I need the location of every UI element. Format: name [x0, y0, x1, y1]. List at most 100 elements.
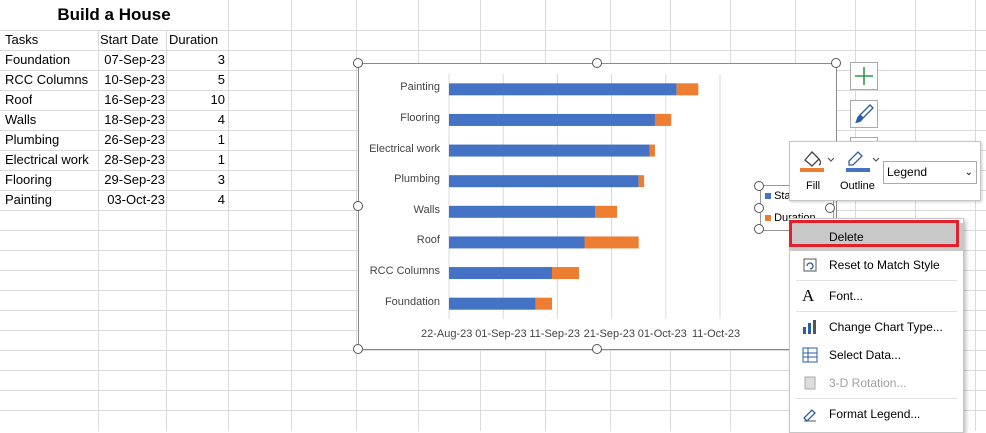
chart-elements-button[interactable] — [850, 62, 878, 90]
cell-duration[interactable]: 5 — [217, 72, 225, 87]
resize-handle[interactable] — [353, 344, 363, 354]
x-tick-label: 22-Aug-23 — [421, 328, 473, 340]
menu-item-font[interactable]: A Font... — [790, 282, 963, 310]
bar-duration[interactable] — [595, 205, 618, 218]
legend-handle[interactable] — [754, 181, 764, 191]
bar-duration[interactable] — [638, 175, 645, 188]
cell-task[interactable]: Electrical work — [5, 152, 89, 167]
y-category-label: Electrical work — [369, 142, 440, 155]
bar-duration[interactable] — [676, 83, 699, 96]
format-legend-icon — [803, 409, 816, 422]
fill-button[interactable]: Fill — [798, 148, 838, 196]
brush-icon — [855, 104, 874, 123]
legend-handle[interactable] — [754, 224, 764, 234]
cell-task[interactable]: RCC Columns — [5, 72, 89, 87]
cell-start[interactable]: 29-Sep-23 — [104, 172, 165, 187]
resize-handle[interactable] — [353, 58, 363, 68]
menu-item-change-chart-type[interactable]: Change Chart Type... — [790, 313, 963, 341]
legend-handle[interactable] — [825, 203, 835, 213]
cell-duration[interactable]: 1 — [217, 132, 225, 147]
cell-task[interactable]: Roof — [5, 92, 33, 107]
cell-duration[interactable]: 4 — [217, 112, 225, 127]
menu-item-label: Reset to Match Style — [829, 258, 940, 272]
context-menu: Delete Reset to Match Style A Font... Ch… — [789, 218, 964, 433]
header-start-date[interactable]: Start Date — [100, 32, 159, 47]
bar-duration[interactable] — [535, 297, 552, 310]
y-category-label: Painting — [400, 81, 440, 94]
bar-start-date[interactable] — [449, 205, 596, 218]
y-category-label: Foundation — [384, 295, 440, 308]
select-data-icon — [802, 347, 818, 363]
menu-item-reset-style[interactable]: Reset to Match Style — [790, 251, 963, 279]
y-category-label: Plumbing — [394, 173, 440, 186]
chart-element-select-value: Legend — [887, 165, 928, 179]
cell-start[interactable]: 07-Sep-23 — [104, 52, 165, 67]
legend-item-start: Sta — [774, 190, 791, 202]
menu-item-3d-rotation: 3-D Rotation... — [790, 369, 963, 397]
fill-label: Fill — [806, 180, 821, 192]
resize-handle[interactable] — [831, 58, 841, 68]
bar-start-date[interactable] — [449, 144, 650, 157]
cell-duration[interactable]: 1 — [217, 152, 225, 167]
cell-start[interactable]: 10-Sep-23 — [104, 72, 165, 87]
menu-item-select-data[interactable]: Select Data... — [790, 341, 963, 369]
header-tasks[interactable]: Tasks — [5, 32, 39, 47]
x-tick-label: 01-Oct-23 — [637, 328, 687, 340]
bar-start-date[interactable] — [449, 297, 536, 310]
resize-handle[interactable] — [592, 344, 602, 354]
bar-start-date[interactable] — [449, 267, 552, 280]
menu-item-label: 3-D Rotation... — [829, 376, 907, 390]
x-tick-label: 21-Sep-23 — [583, 328, 635, 340]
cell-duration[interactable]: 4 — [217, 192, 225, 207]
sheet-title[interactable]: Build a House — [57, 5, 171, 24]
menu-item-format-legend[interactable]: Format Legend... — [790, 400, 963, 428]
cell-duration[interactable]: 3 — [217, 172, 225, 187]
chart-filters-button[interactable] — [850, 137, 878, 143]
bar-start-date[interactable] — [449, 236, 585, 249]
cell-start[interactable]: 03-Oct-23 — [107, 192, 165, 207]
legend-handle[interactable] — [754, 203, 764, 213]
menu-separator — [796, 280, 957, 281]
y-category-label: Walls — [413, 203, 440, 216]
bar-start-date[interactable] — [449, 175, 639, 188]
cell-task[interactable]: Foundation — [5, 52, 71, 67]
cell-start[interactable]: 26-Sep-23 — [104, 132, 165, 147]
bar-duration[interactable] — [654, 113, 672, 126]
bar-duration[interactable] — [649, 144, 655, 157]
x-tick-label: 11-Oct-23 — [692, 328, 741, 340]
menu-item-label: Format Legend... — [829, 407, 921, 421]
cell-start[interactable]: 18-Sep-23 — [104, 112, 165, 127]
legend-swatch-duration — [765, 215, 771, 221]
bar-start-date[interactable] — [449, 83, 677, 96]
menu-item-label: Change Chart Type... — [829, 320, 943, 334]
cell-task[interactable]: Plumbing — [5, 132, 60, 147]
cell-duration[interactable]: 10 — [210, 92, 225, 107]
chart-styles-button[interactable] — [850, 100, 878, 128]
plus-icon — [855, 67, 873, 85]
header-duration[interactable]: Duration — [169, 32, 219, 47]
bar-duration[interactable] — [551, 267, 580, 280]
pen-outline-icon — [846, 151, 880, 172]
cell-task[interactable]: Flooring — [5, 172, 52, 187]
chart-element-select[interactable]: Legend ⌄ — [883, 161, 977, 184]
chart-plot[interactable] — [359, 64, 836, 349]
x-tick-label: 11-Sep-23 — [529, 328, 580, 340]
cell-task[interactable]: Walls — [5, 112, 37, 127]
menu-separator — [796, 398, 957, 399]
resize-handle[interactable] — [592, 58, 602, 68]
font-icon: A — [802, 286, 815, 305]
outline-button[interactable]: Outline — [840, 148, 884, 196]
outline-label: Outline — [840, 180, 875, 192]
cell-start[interactable]: 16-Sep-23 — [104, 92, 165, 107]
chevron-down-icon: ⌄ — [964, 167, 973, 178]
cell-task[interactable]: Painting — [5, 192, 52, 207]
y-category-label: Flooring — [400, 111, 440, 124]
bar-duration[interactable] — [584, 236, 639, 249]
highlight-outline — [789, 220, 959, 247]
bar-start-date[interactable] — [449, 113, 655, 126]
cell-duration[interactable]: 3 — [217, 52, 225, 67]
paint-bucket-icon — [800, 151, 835, 172]
resize-handle[interactable] — [353, 201, 363, 211]
cell-start[interactable]: 28-Sep-23 — [104, 152, 165, 167]
x-tick-label: 01-Sep-23 — [475, 328, 527, 340]
